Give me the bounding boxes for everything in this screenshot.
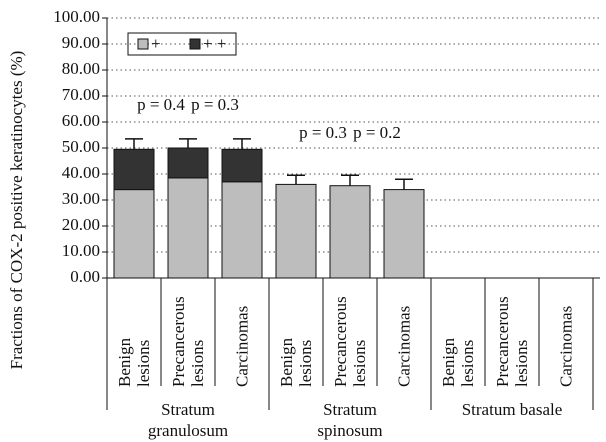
legend-swatch xyxy=(189,38,201,50)
x-tick-label: Precancerous lesions xyxy=(169,296,207,387)
annotation: p = 0.3 xyxy=(299,123,347,142)
legend-label: + + xyxy=(203,34,226,53)
bar-segment xyxy=(383,189,425,279)
y-tick-label: 80.00 xyxy=(62,59,100,78)
y-tick-label: 100.00 xyxy=(53,7,100,26)
x-tick-label: Benign lesions xyxy=(439,337,477,387)
x-tick-label: Carcinomas xyxy=(394,305,414,387)
y-tick-label: 50.00 xyxy=(62,137,100,156)
group-label: Stratum spinosum xyxy=(317,400,383,440)
legend-swatch xyxy=(137,38,149,50)
legend-label: + xyxy=(151,34,161,53)
y-tick-label: 0.00 xyxy=(70,267,100,286)
bar-segment xyxy=(167,147,209,179)
bar-segment xyxy=(113,148,155,191)
bar-segment xyxy=(329,185,371,279)
annotation: p = 0.3 xyxy=(191,95,239,114)
y-tick-label: 10.00 xyxy=(62,241,100,260)
y-tick-label: 60.00 xyxy=(62,111,100,130)
bar-segment xyxy=(167,177,209,279)
bar-segment xyxy=(113,189,155,279)
y-tick-label: 70.00 xyxy=(62,85,100,104)
y-tick-label: 40.00 xyxy=(62,163,100,182)
annotation: p = 0.4 xyxy=(137,95,185,114)
bar-segment xyxy=(275,183,317,279)
x-tick-label: Precancerous lesions xyxy=(493,296,531,387)
y-tick-label: 90.00 xyxy=(62,33,100,52)
bar-segment xyxy=(221,181,263,279)
y-tick-label: 30.00 xyxy=(62,189,100,208)
x-tick-label: Carcinomas xyxy=(232,305,252,387)
legend-box xyxy=(127,32,237,56)
y-tick-label: 20.00 xyxy=(62,215,100,234)
x-tick-label: Benign lesions xyxy=(115,337,153,387)
group-label: Stratum basale xyxy=(461,400,563,419)
group-label: Stratum granulosum xyxy=(147,400,229,440)
y-axis-label: Fractions of COX-2 positive keratinocyte… xyxy=(7,51,26,370)
annotation: p = 0.2 xyxy=(353,123,401,142)
x-tick-label: Carcinomas xyxy=(556,305,576,387)
bar-segment xyxy=(221,148,263,183)
x-tick-label: Precancerous lesions xyxy=(331,296,369,387)
x-tick-label: Benign lesions xyxy=(277,337,315,387)
